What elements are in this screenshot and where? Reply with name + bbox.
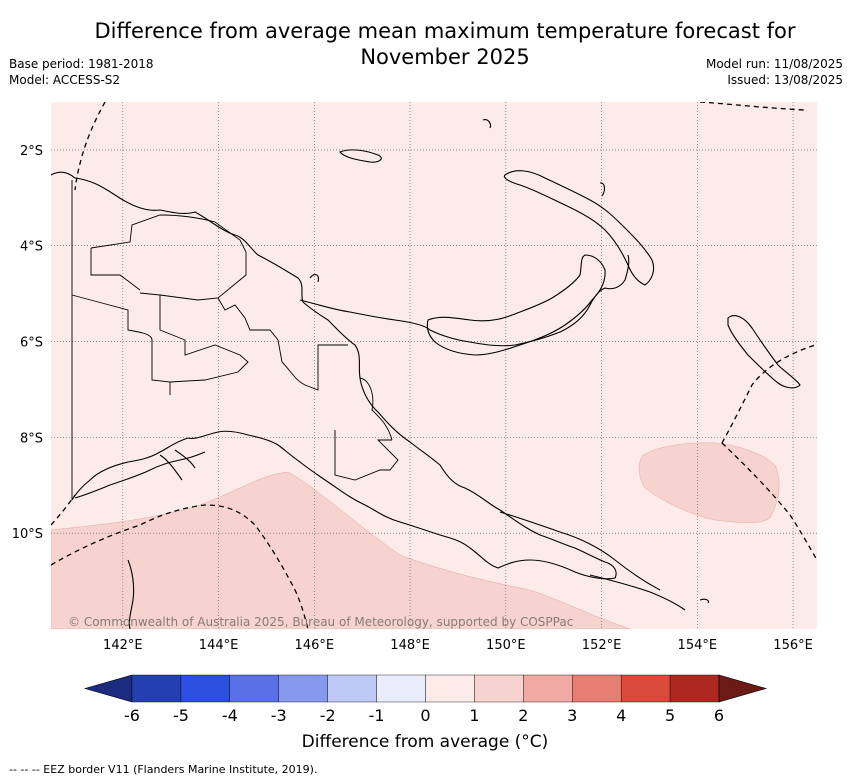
lat-tick-label: 4°S (20, 240, 43, 255)
colorbar: -6 -5 -4 -3 -2 -1 0 1 2 3 4 5 6 (83, 674, 768, 725)
colorbar-tick-label: 6 (714, 706, 724, 725)
island-chain-south (589, 574, 709, 611)
eez-border-west (74, 102, 106, 191)
colorbar-segment (425, 674, 475, 703)
province-line-4 (159, 295, 249, 383)
colorbar-segment (229, 674, 279, 703)
lon-tick-label: 156°E (773, 638, 813, 653)
colorbar-tick-label: -6 (124, 706, 140, 725)
colorbar-tick-label: -1 (369, 706, 385, 725)
colorbar-segment (376, 674, 426, 703)
bougainville-coastline (727, 315, 801, 389)
province-line-7 (334, 430, 399, 481)
colorbar-extend-low (83, 674, 133, 703)
colorbar-tick-label: 3 (567, 706, 577, 725)
colorbar-segment (278, 674, 328, 703)
lon-tick-label: 148°E (390, 638, 430, 653)
model-run: Model run: 11/08/2025 (705, 57, 843, 71)
province-line-6 (281, 344, 348, 391)
eez-border-east (699, 102, 806, 111)
colorbar-segment (620, 674, 671, 703)
copyright-text: © Commonwealth of Australia 2025, Bureau… (68, 615, 573, 629)
manam-islands (309, 119, 605, 283)
province-boundaries (71, 180, 399, 500)
lat-tick-label: 10°S (12, 527, 43, 542)
province-line-5 (217, 297, 283, 363)
latitude-labels: 2°S 4°S 6°S 8°S 10°S (12, 144, 43, 542)
colorbar-title: Difference from average (°C) (301, 732, 549, 752)
colorbar-segment (523, 674, 573, 703)
lat-tick-label: 6°S (20, 336, 43, 351)
eez-legend-text: -- -- -- EEZ border V11 (Flanders Marine… (9, 763, 318, 776)
colorbar-tick-label: 4 (616, 706, 626, 725)
lon-tick-label: 154°E (678, 638, 718, 653)
title-line-2: November 2025 (360, 45, 530, 69)
longitude-labels: 142°E 144°E 146°E 148°E 150°E 152°E 154°E 156°E (103, 638, 813, 653)
province-line-2 (90, 214, 247, 301)
model-name: Model: ACCESS-S2 (9, 73, 121, 87)
issued-date: Issued: 13/08/2025 (727, 73, 843, 87)
lat-tick-label: 8°S (20, 431, 43, 446)
colorbar-segment (474, 674, 524, 703)
colorbar-tick-label: -4 (222, 706, 238, 725)
meta-right: Model run: 11/08/2025 Issued: 13/08/2025 (706, 56, 843, 88)
eez-border-solomon (721, 442, 817, 561)
colorbar-tick-label: 5 (665, 706, 675, 725)
lon-tick-label: 150°E (486, 638, 526, 653)
colorbar-tick-label: 1 (469, 706, 479, 725)
province-line-8 (359, 377, 393, 441)
lon-tick-label: 146°E (295, 638, 335, 653)
new-britain-coastline (426, 254, 606, 356)
title-line-1: Difference from average mean maximum tem… (94, 19, 796, 43)
new-ireland-coastline (503, 170, 655, 286)
lat-tick-label: 2°S (20, 144, 43, 159)
cape-york-coast (127, 559, 135, 629)
lon-tick-label: 152°E (582, 638, 622, 653)
meta-left: Base period: 1981-2018 Model: ACCESS-S2 (9, 56, 154, 88)
colorbar-segment (180, 674, 231, 703)
coastlines (51, 119, 801, 629)
new-guinea-coastline (51, 171, 617, 580)
colorbar-tick-label: -3 (271, 706, 287, 725)
province-line-3 (90, 248, 141, 291)
colorbar-segment (572, 674, 622, 703)
colorbar-segment (327, 674, 377, 703)
colorbar-segment (669, 674, 720, 703)
chart-title: Difference from average mean maximum tem… (60, 18, 830, 70)
base-period: Base period: 1981-2018 (9, 57, 154, 71)
colorbar-tick-label: -5 (173, 706, 189, 725)
manus-coastline (339, 149, 382, 163)
lon-tick-label: 144°E (199, 638, 239, 653)
torres-strait-coast (74, 451, 206, 499)
eez-border-south (51, 494, 76, 526)
colorbar-extend-high (718, 674, 768, 703)
colorbar-tick-label: -2 (320, 706, 336, 725)
anomaly-region-southwest (51, 471, 631, 629)
lon-tick-label: 142°E (103, 638, 143, 653)
new-guinea-north-coast (299, 254, 630, 347)
gridlines (51, 102, 817, 629)
eez-border-torres (51, 504, 309, 629)
colorbar-tick-label: 2 (518, 706, 528, 725)
anomaly-region-east (638, 442, 780, 523)
eez-borders (51, 102, 817, 629)
colorbar-tick-label: 0 (420, 706, 430, 725)
colorbar-segment (131, 674, 182, 703)
fly-river-delta (159, 449, 196, 481)
papuan-peninsula (499, 511, 661, 591)
province-line-1 (71, 294, 171, 395)
eez-border-bougainville (721, 344, 816, 444)
